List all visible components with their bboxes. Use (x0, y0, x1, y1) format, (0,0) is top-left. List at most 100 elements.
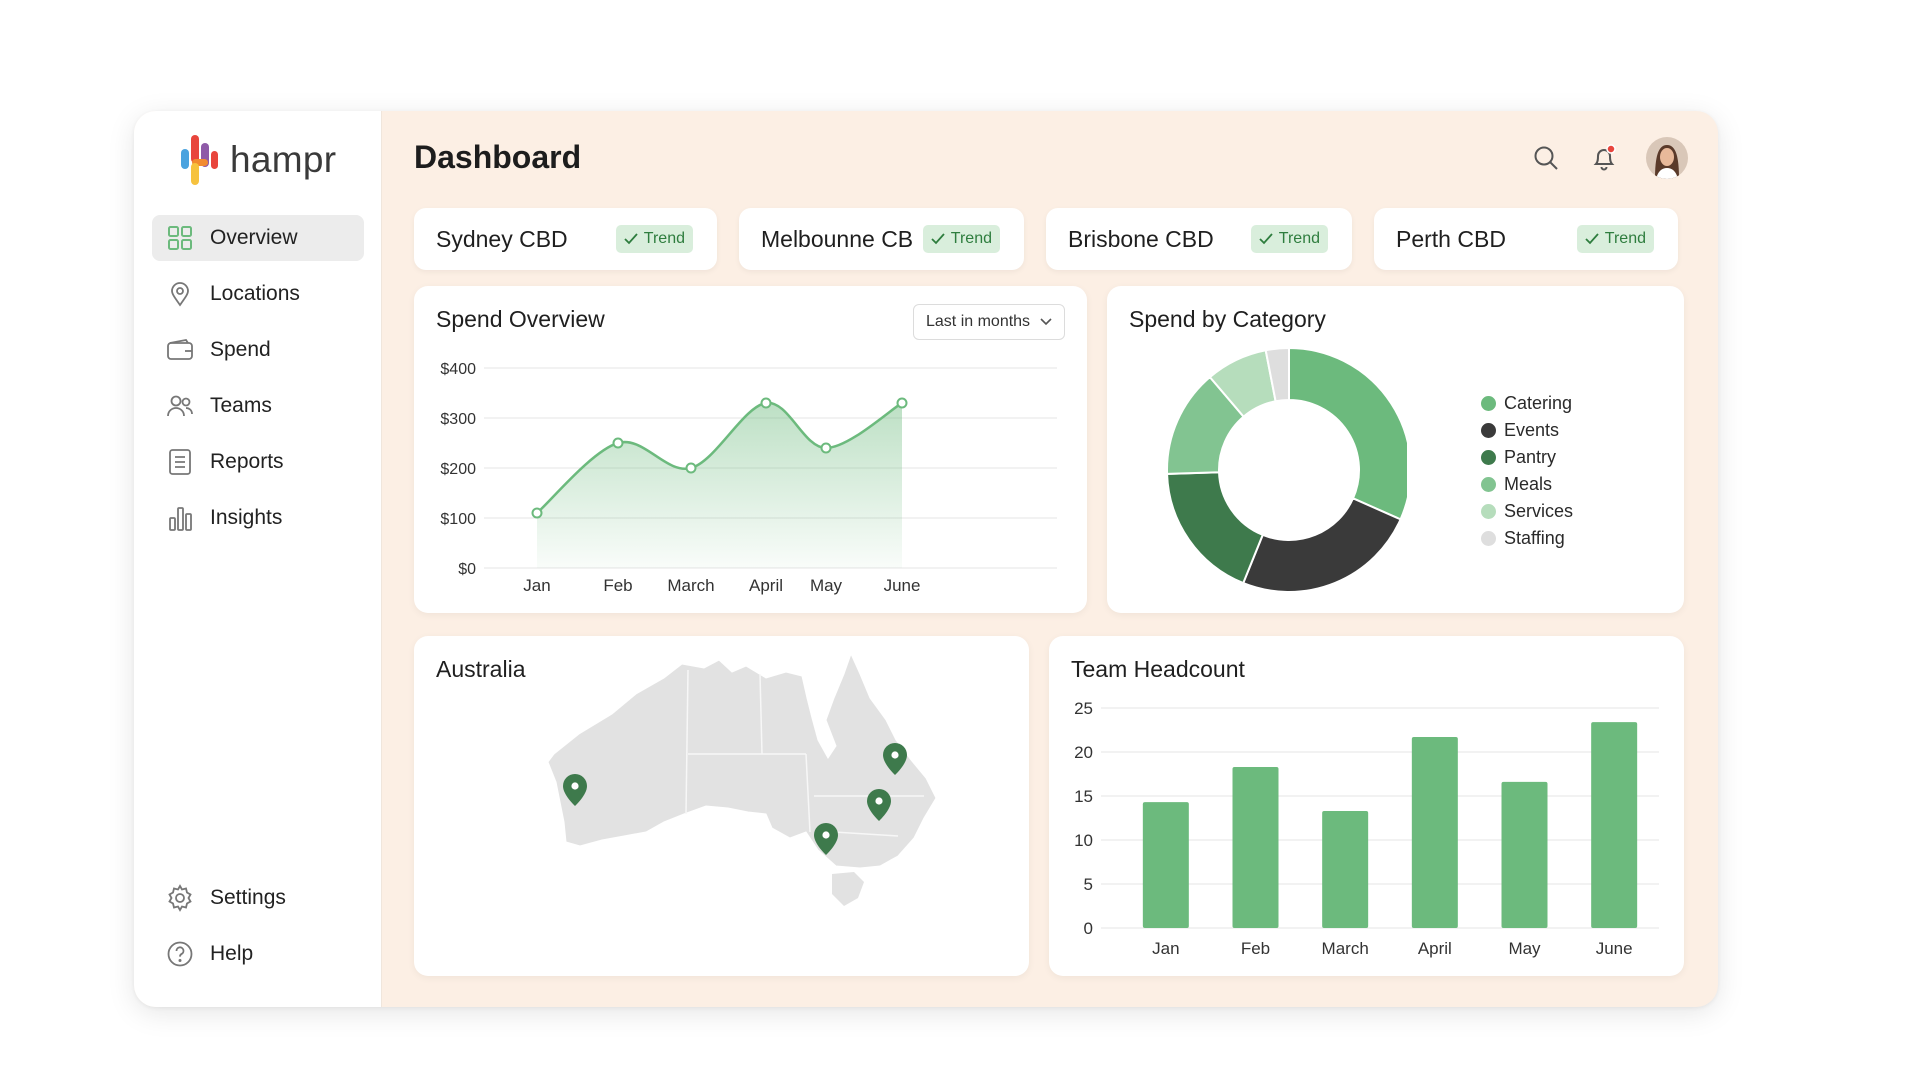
legend-item-meals: Meals (1481, 471, 1573, 498)
sidebar-item-label: Help (210, 942, 254, 965)
legend-swatch (1481, 477, 1496, 492)
sidebar-item-help[interactable]: Help (152, 931, 364, 977)
bar (1142, 802, 1189, 928)
donut-slice-catering (1288, 346, 1407, 521)
x-tick-label: April (749, 576, 783, 595)
sidebar-bottom-nav: Settings Help (152, 875, 364, 987)
spend-by-category-card: Spend by Category Catering Events Pantry (1107, 286, 1684, 613)
logo[interactable]: hampr (178, 129, 336, 191)
check-icon (1585, 233, 1599, 245)
legend-swatch (1481, 531, 1496, 546)
y-tick-label: $400 (440, 361, 476, 378)
sidebar-item-insights[interactable]: Insights (152, 495, 364, 541)
trend-label: Trend (950, 230, 992, 247)
team-headcount-card: Team Headcount 0 5 10 15 20 25 Jan Feb March Apri… (1049, 636, 1684, 976)
x-tick-label: Feb (1241, 939, 1270, 958)
avatar[interactable] (1646, 137, 1688, 179)
location-card-brisbane[interactable]: Brisbone CBD Trend (1046, 208, 1352, 270)
y-tick-label: 20 (1074, 743, 1093, 762)
logo-text: hampr (230, 139, 337, 180)
sidebar-item-label: Spend (210, 338, 271, 361)
card-title: Team Headcount (1071, 656, 1245, 682)
area-fill (537, 402, 902, 568)
gear-icon (166, 884, 194, 912)
sidebar-nav: Overview Locations Spend (152, 215, 364, 551)
sidebar-item-label: Reports (210, 450, 284, 473)
y-tick-label: $100 (440, 511, 476, 528)
sidebar-item-settings[interactable]: Settings (152, 875, 364, 921)
check-icon (624, 233, 638, 245)
legend-item-services: Services (1481, 498, 1573, 525)
bar (1411, 737, 1458, 928)
australia-mainland (547, 652, 937, 869)
x-tick-label: June (1596, 939, 1633, 958)
x-tick-label: June (884, 576, 921, 595)
location-cards: Sydney CBD Trend Melbounne CB Trend Bris… (414, 208, 1678, 270)
trend-label: Trend (1604, 230, 1646, 247)
sidebar-item-locations[interactable]: Locations (152, 271, 364, 317)
x-tick-label: Jan (523, 576, 550, 595)
help-icon (166, 940, 194, 968)
sidebar-item-spend[interactable]: Spend (152, 327, 364, 373)
spend-overview-card: Spend Overview Last in months $0 $100 $200… (414, 286, 1087, 613)
y-tick-label: $200 (440, 461, 476, 478)
x-tick-label: April (1418, 939, 1452, 958)
y-tick-label: $300 (440, 411, 476, 428)
trend-label: Trend (643, 230, 685, 247)
x-tick-label: March (667, 576, 714, 595)
x-tick-label: March (1322, 939, 1369, 958)
location-card-melbourne[interactable]: Melbounne CB Trend (739, 208, 1024, 270)
card-title: Australia (436, 656, 526, 682)
sidebar-item-overview[interactable]: Overview (152, 215, 364, 261)
map-pin-icon (166, 280, 194, 308)
map-pin-perth[interactable] (563, 774, 587, 806)
trend-label: Trend (1278, 230, 1320, 247)
map-pin-sydney[interactable] (867, 789, 891, 821)
state-borders (685, 669, 924, 837)
sidebar-item-teams[interactable]: Teams (152, 383, 364, 429)
chart-legend: Catering Events Pantry Meals Services (1481, 390, 1573, 552)
bell-icon[interactable] (1588, 142, 1620, 174)
legend-swatch (1481, 504, 1496, 519)
check-icon (931, 233, 945, 245)
legend-label: Pantry (1504, 447, 1557, 467)
sidebar-item-label: Overview (210, 226, 298, 249)
y-tick-label: 0 (1084, 919, 1093, 938)
data-point (760, 397, 772, 409)
sidebar-item-label: Insights (210, 506, 283, 529)
legend-swatch (1481, 450, 1496, 465)
legend-label: Catering (1504, 393, 1573, 413)
app-window: hampr Overview Locations (134, 111, 1718, 1007)
header-actions (1530, 137, 1688, 179)
bar (1232, 766, 1279, 928)
legend-swatch (1481, 396, 1496, 411)
location-card-sydney[interactable]: Sydney CBD Trend (414, 208, 717, 270)
data-point (820, 442, 832, 454)
legend-label: Services (1504, 501, 1574, 521)
x-tick-label: Feb (603, 576, 632, 595)
sidebar-item-label: Locations (210, 282, 300, 305)
map-pin-melbourne[interactable] (814, 823, 838, 855)
tasmania (832, 872, 864, 906)
grid-icon (166, 224, 194, 252)
sidebar-item-reports[interactable]: Reports (152, 439, 364, 485)
data-point (685, 462, 697, 474)
australia-map-card: Australia (414, 636, 1029, 976)
bar (1501, 781, 1548, 928)
wallet-icon (166, 336, 194, 364)
legend-label: Staffing (1504, 528, 1565, 548)
card-title: Spend by Category (1129, 306, 1326, 332)
location-card-perth[interactable]: Perth CBD Trend (1374, 208, 1678, 270)
search-icon[interactable] (1530, 142, 1562, 174)
data-point (531, 507, 543, 519)
users-icon (166, 392, 194, 420)
card-title: Spend Overview (436, 306, 605, 332)
period-dropdown[interactable]: Last in months (913, 304, 1065, 340)
trend-badge: Trend (1576, 225, 1654, 253)
map-pin-brisbane[interactable] (883, 743, 907, 775)
australia-map[interactable] (414, 636, 1029, 976)
y-tick-label: 25 (1074, 699, 1093, 718)
legend-swatch (1481, 423, 1496, 438)
check-icon (1259, 233, 1273, 245)
location-name: Sydney CBD (436, 225, 568, 252)
